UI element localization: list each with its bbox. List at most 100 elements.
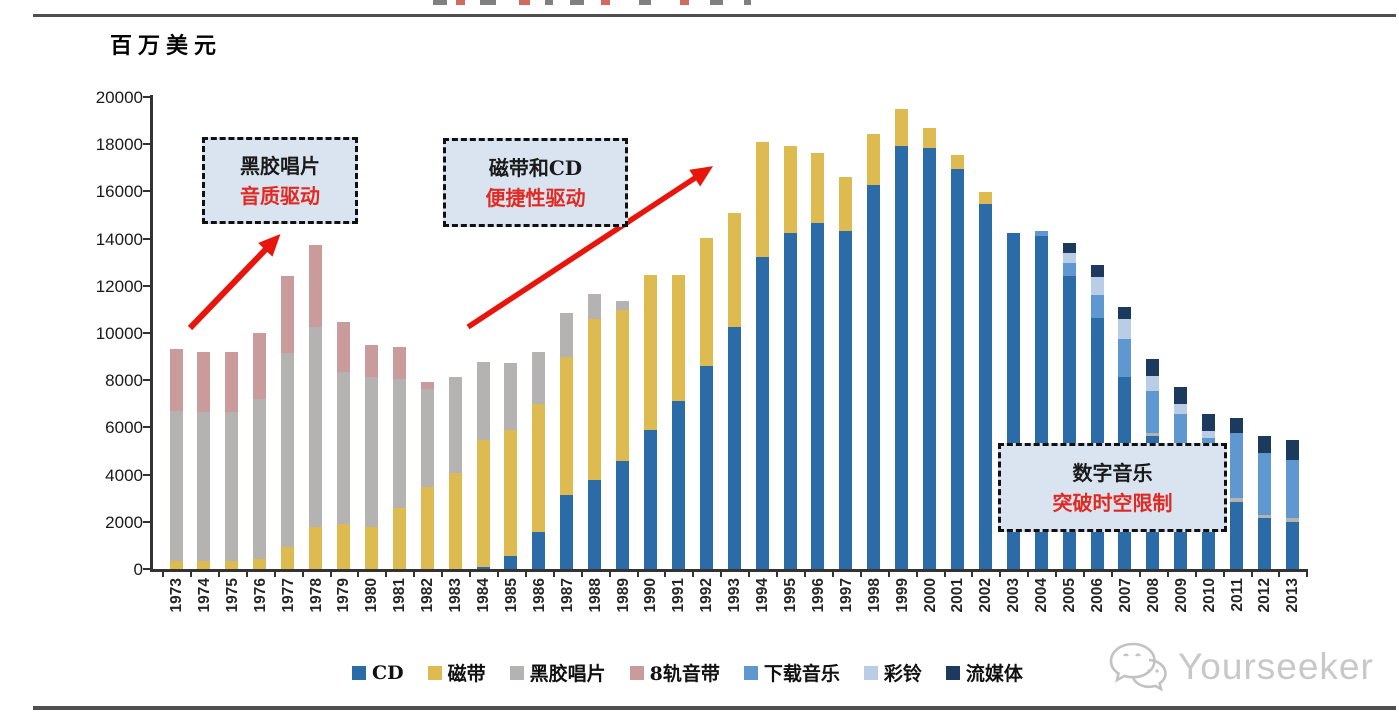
legend-label-CD: CD (372, 661, 404, 684)
y-tick-label: 8000 (105, 371, 143, 391)
x-axis-tick (915, 571, 918, 577)
legend-item-流媒体: 流媒体 (945, 659, 1023, 686)
bar-segment-CD-1988 (588, 480, 602, 569)
cropped-glyph-fragment (601, 0, 610, 5)
bar-segment-磁带-1974 (197, 561, 211, 569)
y-tick (143, 284, 151, 287)
arrow-vinyl-era (187, 234, 281, 331)
bar-segment-彩铃-2006 (1090, 276, 1104, 295)
x-axis-tick (496, 571, 499, 577)
bar-segment-CD-2000 (923, 147, 937, 569)
bar-segment-CD-2013 (1285, 521, 1299, 569)
bar-segment-磁带-1989 (616, 310, 630, 462)
annotation-digital-title: 数字音乐 (1072, 460, 1153, 485)
legend-item-彩铃: 彩铃 (863, 659, 922, 686)
bar-segment-黑胶唱片-2008 (1146, 432, 1160, 437)
bar-segment-磁带-1994 (755, 142, 769, 257)
bar-segment-8轨音带-1977 (281, 276, 295, 353)
legend-item-8轨音带: 8轨音带 (629, 659, 720, 686)
cropped-glyph-fragment (680, 0, 689, 5)
legend-label-下载音乐: 下载音乐 (763, 663, 840, 685)
y-tick-label: 14000 (95, 229, 143, 249)
bar-segment-磁带-1978 (309, 526, 323, 569)
legend-label-彩铃: 彩铃 (883, 663, 922, 685)
x-axis-tick (1083, 571, 1086, 577)
bar-segment-磁带-1980 (364, 526, 378, 569)
bar-segment-磁带-1981 (392, 507, 406, 569)
cropped-glyph-fragment (519, 0, 530, 5)
bar-segment-磁带-1983 (448, 473, 462, 569)
legend-label-8轨音带: 8轨音带 (649, 663, 720, 685)
y-tick (143, 237, 151, 240)
x-axis-tick (1278, 571, 1281, 577)
wechat-icon (1109, 642, 1167, 692)
bar-segment-黑胶唱片-1986 (532, 351, 546, 405)
x-axis-tick (720, 571, 723, 577)
bar-segment-黑胶唱片-1974 (197, 411, 211, 562)
bar-segment-CD-1987 (560, 495, 574, 569)
y-axis-unit-label: 百万美元 (110, 33, 223, 59)
bar-segment-磁带-2002 (978, 192, 992, 205)
x-axis-tick (1250, 571, 1253, 577)
bar-segment-黑胶唱片-1984 (476, 362, 490, 440)
bar-segment-黑胶唱片-1981 (392, 379, 406, 508)
bar-segment-流媒体-2011 (1230, 417, 1244, 433)
bar-segment-磁带-1985 (504, 430, 518, 556)
x-axis-tick (1166, 571, 1169, 577)
legend: CD 磁带 黑胶唱片 8轨音带 下载音乐 彩铃 流媒体 (352, 659, 1023, 686)
cropped-glyph-fragment (710, 0, 723, 5)
x-axis-tick (664, 571, 667, 577)
bar-segment-下载音乐-2004 (1034, 231, 1048, 236)
bar-segment-CD-1995 (783, 232, 797, 569)
bar-segment-磁带-1991 (671, 274, 685, 401)
y-tick-label: 2000 (105, 512, 143, 532)
bar-segment-流媒体-2010 (1202, 414, 1216, 432)
bar-segment-彩铃-2007 (1118, 318, 1132, 339)
x-axis-tick (999, 571, 1002, 577)
cropped-glyph-fragment (744, 0, 751, 5)
bar-segment-黑胶唱片-2011 (1230, 498, 1244, 502)
y-tick (143, 568, 151, 570)
legend-label-磁带: 磁带 (447, 663, 486, 685)
x-axis-tick (385, 571, 388, 577)
watermark: Yourseeker (1108, 640, 1374, 694)
legend-swatch-彩铃 (863, 665, 878, 680)
bar-segment-CD-1984 (476, 566, 490, 569)
bar-segment-流媒体-2013 (1285, 439, 1299, 460)
bar-segment-流媒体-2009 (1174, 387, 1188, 405)
bar-segment-黑胶唱片-1987 (560, 312, 574, 358)
bar-segment-磁带-1984 (476, 439, 490, 567)
x-axis-tick (1194, 571, 1197, 577)
bar-segment-磁带-1986 (532, 404, 546, 532)
bar-segment-磁带-1995 (783, 146, 797, 233)
bar-segment-CD-1992 (699, 365, 713, 569)
bar-segment-磁带-1973 (169, 560, 183, 569)
bar-segment-磁带-1988 (588, 318, 602, 481)
annotation-vinyl-box: 黑胶唱片 音质驱动 (202, 137, 358, 224)
cropped-glyph-fragment (545, 0, 553, 5)
x-axis-tick (1110, 571, 1113, 577)
cropped-glyph-fragment (433, 0, 447, 5)
bar-segment-下载音乐-2006 (1090, 294, 1104, 319)
cropped-glyph-fragment (639, 0, 651, 5)
y-tick (143, 332, 151, 334)
bar-segment-8轨音带-1982 (420, 382, 434, 390)
x-axis-tick (524, 571, 527, 577)
bar-segment-黑胶唱片-1989 (616, 301, 630, 311)
bar-segment-下载音乐-2008 (1146, 390, 1160, 433)
bar-segment-8轨音带-1976 (253, 332, 267, 400)
annotation-digital-subtitle: 突破时空限制 (1052, 490, 1173, 515)
bar-segment-8轨音带-1981 (392, 347, 406, 380)
bar-segment-黑胶唱片-1982 (420, 389, 434, 487)
y-tick-label: 18000 (95, 135, 143, 155)
bar-segment-黑胶唱片-2013 (1285, 518, 1299, 522)
bar-segment-8轨音带-1974 (197, 352, 211, 412)
bar-segment-CD-1986 (532, 531, 546, 569)
x-axis-tick (1055, 571, 1058, 577)
y-tick-label: 6000 (105, 418, 143, 438)
annotation-cassette-cd-title: 磁带和CD (488, 155, 583, 180)
annotation-cassette-cd-subtitle: 便捷性驱动 (485, 185, 586, 210)
bar-segment-流媒体-2007 (1118, 306, 1132, 319)
bar-segment-磁带-1977 (281, 547, 295, 569)
